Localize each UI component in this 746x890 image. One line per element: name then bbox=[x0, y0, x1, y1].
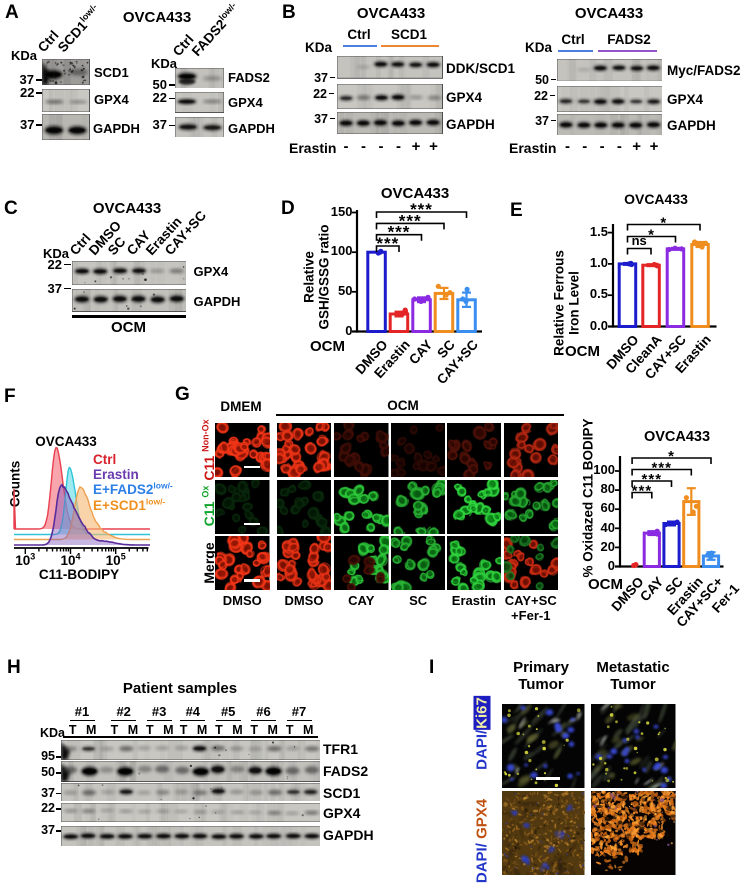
svg-text:*: * bbox=[648, 227, 655, 244]
svg-text:***: *** bbox=[410, 200, 433, 219]
svg-text:*: * bbox=[660, 215, 667, 232]
svg-text:***: *** bbox=[376, 234, 399, 253]
svg-text:***: *** bbox=[399, 211, 422, 230]
svg-text:***: *** bbox=[651, 460, 672, 477]
svg-text:*: * bbox=[668, 448, 675, 465]
svg-text:***: *** bbox=[631, 483, 652, 500]
svg-text:ns: ns bbox=[631, 233, 646, 248]
svg-text:***: *** bbox=[641, 471, 662, 488]
svg-text:***: *** bbox=[388, 223, 411, 242]
